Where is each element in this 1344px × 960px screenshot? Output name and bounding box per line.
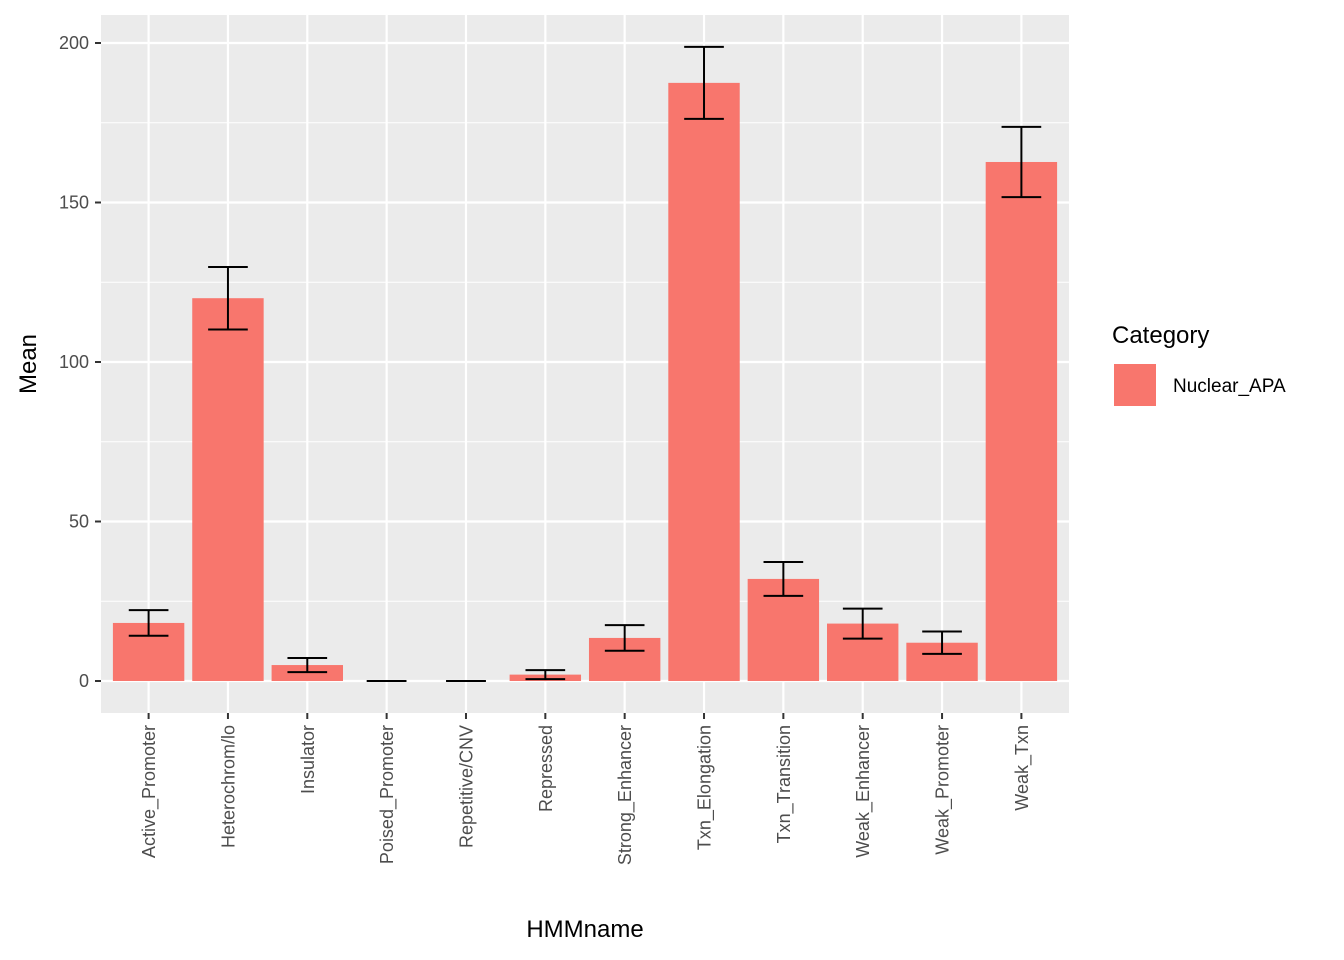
error-bar	[842, 607, 883, 640]
x-tick-label: Repetitive/CNV	[456, 725, 476, 848]
x-tick-label: Txn_Elongation	[695, 725, 716, 850]
x-tick-label: Active_Promoter	[139, 725, 160, 858]
error-bar	[604, 624, 645, 652]
x-axis: Active_Promoter Heterochrom/lo Insulator Po…	[139, 713, 1033, 865]
y-tick-label: 0	[79, 671, 89, 691]
error-bar	[208, 265, 248, 331]
y-axis-title: Mean	[15, 334, 42, 394]
legend-key-nuclear-apa	[1114, 364, 1156, 406]
error-bar	[763, 561, 804, 597]
x-tick-label: Weak_Txn	[1012, 725, 1033, 811]
error-bar	[287, 657, 328, 674]
x-tick-label: Heterochrom/lo	[218, 725, 238, 848]
y-tick-label: 50	[69, 512, 89, 532]
bar	[192, 298, 264, 681]
x-tick-label: Poised_Promoter	[377, 725, 398, 864]
legend-title: Category	[1112, 322, 1209, 349]
x-tick-label: Repressed	[536, 725, 556, 812]
y-tick-label: 150	[59, 193, 89, 213]
bar	[985, 161, 1058, 681]
error-bar	[684, 45, 724, 120]
legend: Category Nuclear_APA	[1112, 322, 1286, 406]
y-tick-label: 200	[59, 33, 89, 53]
x-axis-title: HMMname	[526, 916, 643, 943]
x-tick-label: Insulator	[298, 725, 318, 794]
y-tick-label: 100	[59, 352, 89, 372]
error-bar	[525, 669, 566, 681]
legend-label-nuclear-apa: Nuclear_APA	[1173, 376, 1286, 397]
error-bars	[128, 45, 1042, 682]
x-tick-label: Weak_Promoter	[933, 725, 954, 855]
x-tick-label: Weak_Enhancer	[853, 725, 874, 858]
x-tick-label: Strong_Enhancer	[615, 725, 636, 865]
error-bar	[922, 630, 962, 655]
bar	[668, 82, 740, 681]
error-bar	[128, 609, 169, 637]
bars	[112, 82, 1058, 681]
x-tick-label: Txn_Transition	[774, 725, 795, 843]
y-axis: 0 50 100 150 200	[59, 33, 101, 691]
error-bar	[1001, 125, 1042, 199]
